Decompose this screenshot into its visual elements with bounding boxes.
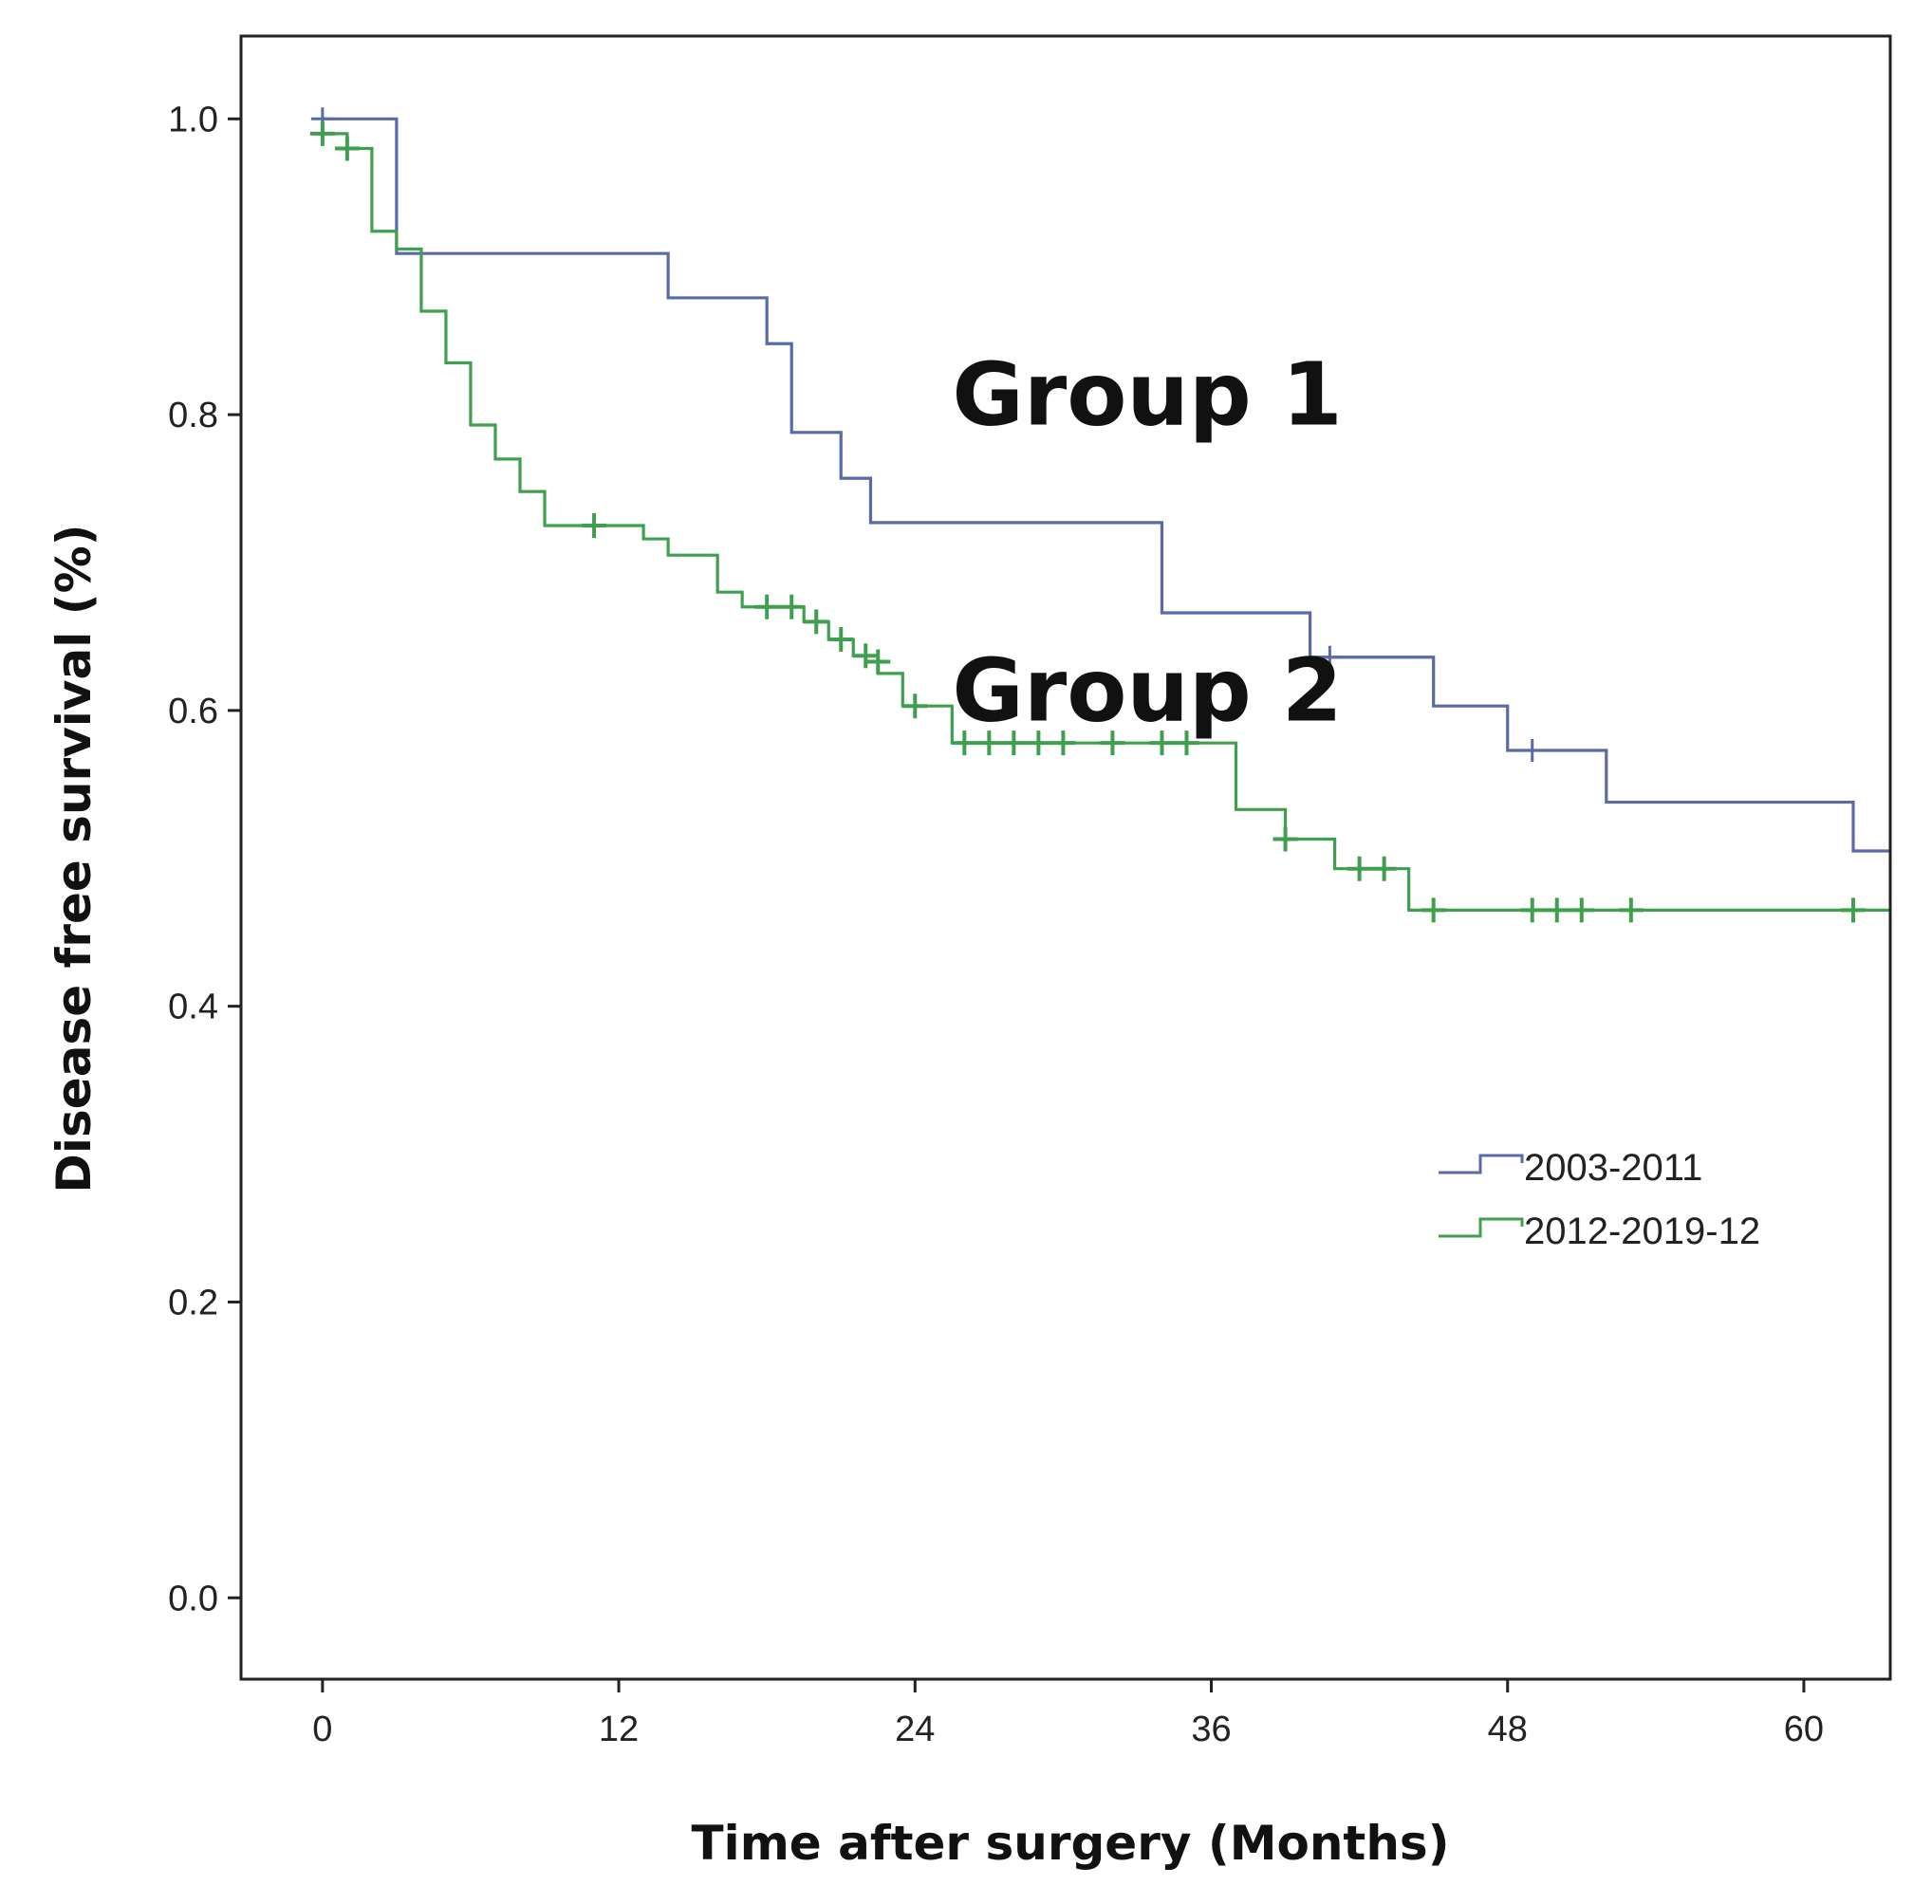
censor-mark-2012-2019-12-4 [779, 594, 805, 619]
x-tick-label-60: 60 [1784, 1710, 1824, 1749]
censor-mark-2012-2019-12-5 [804, 609, 829, 635]
censor-mark-2003-2011-2 [1520, 738, 1544, 762]
x-tick-label-12: 12 [599, 1710, 639, 1749]
series-layer [309, 107, 1890, 923]
censor-mark-2012-2019-12-0 [309, 120, 335, 146]
censor-mark-2012-2019-12-8 [865, 649, 891, 675]
legend-swatch-2003-2011 [1439, 1154, 1524, 1174]
censor-mark-2012-2019-12-19 [1347, 856, 1372, 881]
legend-label-2003-2011: 2003-2011 [1524, 1147, 1702, 1189]
censor-mark-2012-2019-12-10 [952, 730, 977, 756]
censor-mark-2012-2019-12-12 [1001, 730, 1027, 756]
axis-layer: 0 12 24 36 48 60 0.0 0.2 0.4 0.6 0.8 1.0 [168, 34, 1892, 1749]
legend: 2003-2011 2012-2019-12 [1439, 1147, 1760, 1252]
censor-mark-2012-2019-12-18 [1273, 826, 1298, 852]
censor-mark-2012-2019-12-11 [976, 730, 1002, 756]
censor-mark-2012-2019-12-24 [1569, 897, 1594, 923]
censor-mark-2012-2019-12-25 [1618, 897, 1644, 923]
censor-mark-2012-2019-12-13 [1026, 730, 1051, 756]
censor-mark-2012-2019-12-15 [1100, 730, 1125, 756]
group-2-label: Group 2 [952, 639, 1342, 741]
x-tick-label-36: 36 [1191, 1710, 1231, 1749]
censor-mark-2012-2019-12-21 [1421, 897, 1446, 923]
censor-mark-2012-2019-12-20 [1371, 856, 1397, 881]
censor-mark-2012-2019-12-23 [1544, 897, 1570, 923]
x-tick-label-24: 24 [895, 1710, 935, 1749]
censor-mark-2012-2019-12-1 [334, 136, 360, 161]
y-tick-label-1.0: 1.0 [168, 100, 218, 139]
y-axis-title: Disease free survival (%) [46, 524, 102, 1192]
censor-mark-2012-2019-12-14 [1050, 730, 1076, 756]
legend-label-2012-2019-12: 2012-2019-12 [1524, 1211, 1760, 1252]
y-tick-label-0.2: 0.2 [168, 1283, 218, 1322]
plot-frame [239, 34, 1892, 1681]
censor-mark-2012-2019-12-6 [828, 627, 854, 653]
survival-curve-2003-2011 [322, 117, 1890, 853]
y-tick-label-0.0: 0.0 [168, 1579, 218, 1618]
censor-mark-2012-2019-12-16 [1149, 730, 1175, 756]
y-tick-label-0.6: 0.6 [168, 692, 218, 731]
x-tick-label-48: 48 [1488, 1710, 1528, 1749]
censor-mark-2003-2011-1 [1318, 645, 1342, 669]
group-1-label: Group 1 [952, 344, 1342, 446]
censor-mark-2012-2019-12-3 [754, 594, 780, 619]
censor-mark-2012-2019-12-2 [582, 513, 607, 539]
censor-mark-2012-2019-12-7 [853, 643, 879, 669]
censor-mark-2012-2019-12-22 [1519, 897, 1545, 923]
x-axis-title: Time after surgery (Months) [691, 1816, 1449, 1871]
censor-mark-2012-2019-12-9 [902, 693, 928, 719]
survival-curve-2012-2019-12 [322, 132, 1890, 912]
censor-mark-2012-2019-12-17 [1174, 730, 1199, 756]
censor-mark-2012-2019-12-26 [1840, 897, 1866, 923]
legend-swatch-2012-2019-12 [1439, 1217, 1524, 1238]
y-tick-label-0.8: 0.8 [168, 396, 218, 435]
annotation-layer: Group 1 Group 2 [952, 344, 1342, 742]
x-tick-label-0: 0 [312, 1710, 332, 1749]
y-tick-label-0.4: 0.4 [168, 988, 218, 1027]
